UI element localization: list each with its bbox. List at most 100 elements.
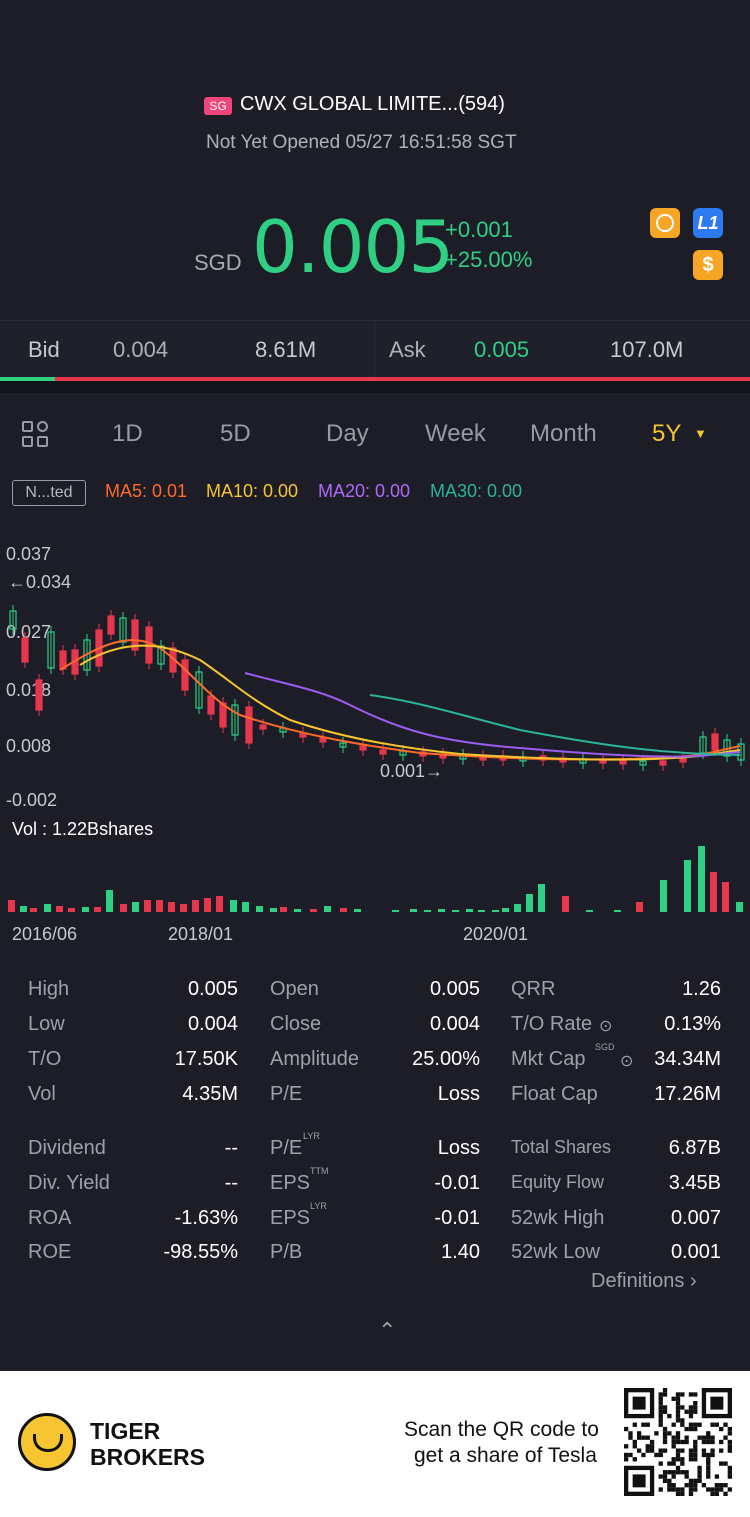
qr-module bbox=[658, 1405, 663, 1410]
qr-module bbox=[671, 1483, 676, 1488]
qr-module bbox=[662, 1405, 668, 1410]
candle-body bbox=[157, 645, 165, 665]
qr-module bbox=[688, 1426, 694, 1432]
qr-module bbox=[706, 1439, 711, 1445]
qr-module bbox=[680, 1448, 685, 1453]
candle-body bbox=[47, 631, 55, 669]
qr-module bbox=[675, 1457, 681, 1462]
volume-bar bbox=[392, 910, 399, 912]
stat-label: P/E bbox=[270, 1083, 303, 1105]
qr-module bbox=[680, 1487, 685, 1492]
qr-module bbox=[658, 1461, 663, 1466]
tab-month[interactable]: Month bbox=[530, 420, 597, 447]
price-change-pct: +25.00% bbox=[445, 247, 533, 272]
volume-bar bbox=[120, 904, 127, 912]
qr-module bbox=[693, 1487, 698, 1492]
qr-module bbox=[667, 1483, 672, 1488]
bid-label: Bid bbox=[28, 337, 60, 362]
qr-module bbox=[624, 1444, 629, 1449]
qr-module bbox=[710, 1487, 715, 1492]
last-price: 0.005 bbox=[252, 205, 454, 289]
stock-title[interactable]: CWX GLOBAL LIMITE...(594) bbox=[240, 93, 505, 115]
volume-bar bbox=[698, 846, 705, 912]
qr-module bbox=[723, 1461, 728, 1466]
volume-bar bbox=[270, 908, 277, 912]
qr-module bbox=[675, 1465, 681, 1471]
stat-value: -1.63% bbox=[174, 1207, 238, 1229]
tab-day[interactable]: Day bbox=[326, 420, 369, 447]
qr-module bbox=[671, 1422, 676, 1427]
candle-body bbox=[231, 704, 239, 736]
definitions-link[interactable]: Definitions › bbox=[591, 1270, 697, 1293]
ma10-line bbox=[79, 644, 741, 761]
qr-module bbox=[719, 1448, 724, 1453]
qr-module bbox=[723, 1491, 728, 1496]
no-short-icon[interactable] bbox=[650, 208, 680, 238]
stat-label: High bbox=[28, 978, 70, 1000]
qr-module bbox=[662, 1426, 668, 1432]
qr-module bbox=[693, 1457, 698, 1462]
bid-ratio-bar bbox=[0, 377, 55, 381]
tab-week[interactable]: Week bbox=[425, 420, 486, 447]
adjust-badge[interactable]: N...ted bbox=[12, 480, 86, 506]
qr-module bbox=[684, 1474, 689, 1479]
qr-code-icon[interactable] bbox=[624, 1388, 732, 1496]
volume-bar bbox=[424, 910, 431, 912]
qr-module bbox=[701, 1439, 707, 1445]
stat-label: Equity Flow bbox=[511, 1172, 605, 1192]
qr-module bbox=[684, 1435, 689, 1440]
qr-module bbox=[710, 1491, 715, 1496]
qr-module bbox=[632, 1422, 637, 1427]
stat-superscript: LYR bbox=[310, 1201, 327, 1211]
qr-module bbox=[701, 1452, 707, 1458]
stat-label: Low bbox=[28, 1013, 65, 1035]
qr-module bbox=[645, 1444, 650, 1449]
candle-body bbox=[619, 759, 627, 765]
volume-bar bbox=[710, 872, 717, 912]
stat-label: Div. Yield bbox=[28, 1172, 110, 1194]
chevron-up-icon[interactable]: ⌃ bbox=[378, 1318, 397, 1343]
qr-module bbox=[727, 1487, 732, 1492]
brand-line2: BROKERS bbox=[90, 1444, 206, 1470]
qr-module bbox=[658, 1448, 663, 1453]
tab-5d[interactable]: 5D bbox=[220, 420, 251, 447]
tab-5y[interactable]: 5Y bbox=[652, 420, 682, 447]
qr-module bbox=[671, 1444, 676, 1449]
volume-bar bbox=[180, 904, 187, 912]
candle-body bbox=[21, 637, 29, 663]
qr-module bbox=[658, 1413, 663, 1419]
qr-module bbox=[662, 1388, 668, 1393]
currency-label: SGD bbox=[194, 250, 242, 275]
qr-module bbox=[641, 1422, 646, 1427]
volume-bar bbox=[526, 894, 533, 912]
info-icon[interactable]: ⊙ bbox=[599, 1018, 613, 1035]
dollar-icon[interactable]: $ bbox=[693, 250, 723, 280]
candle-body bbox=[245, 706, 253, 744]
candle-body bbox=[259, 724, 267, 730]
stat-label: Amplitude bbox=[270, 1048, 359, 1070]
moving-averages-group bbox=[59, 639, 741, 761]
qr-module bbox=[693, 1483, 698, 1488]
qr-module bbox=[697, 1478, 702, 1484]
qr-module bbox=[714, 1491, 720, 1496]
candlestick-chart[interactable]: 0.037 0.027 0.018 0.008 -0.002 ←0.034 0.… bbox=[0, 530, 750, 960]
qr-module bbox=[706, 1487, 711, 1492]
qr-module bbox=[671, 1435, 676, 1440]
candle-body bbox=[379, 749, 387, 755]
bid-ask-row[interactable]: Bid 0.004 8.61M Ask 0.005 107.0M bbox=[0, 320, 750, 378]
candle-body bbox=[131, 619, 139, 651]
chart-layout-icon[interactable] bbox=[22, 421, 50, 449]
qr-module bbox=[636, 1435, 642, 1440]
volume-bar bbox=[722, 882, 729, 912]
volume-bar bbox=[614, 910, 621, 912]
qr-module bbox=[684, 1470, 689, 1475]
qr-module bbox=[680, 1439, 685, 1445]
tab-1d[interactable]: 1D bbox=[112, 420, 143, 447]
chevron-down-icon[interactable]: ▼ bbox=[694, 426, 707, 441]
quote-header bbox=[0, 0, 750, 320]
ma20-label: MA20: 0.00 bbox=[318, 481, 411, 501]
info-icon[interactable]: ⊙ bbox=[620, 1053, 634, 1070]
qr-module bbox=[662, 1478, 668, 1484]
y-tick-3: 0.008 bbox=[6, 736, 51, 756]
level1-icon[interactable]: L1 bbox=[693, 208, 723, 238]
